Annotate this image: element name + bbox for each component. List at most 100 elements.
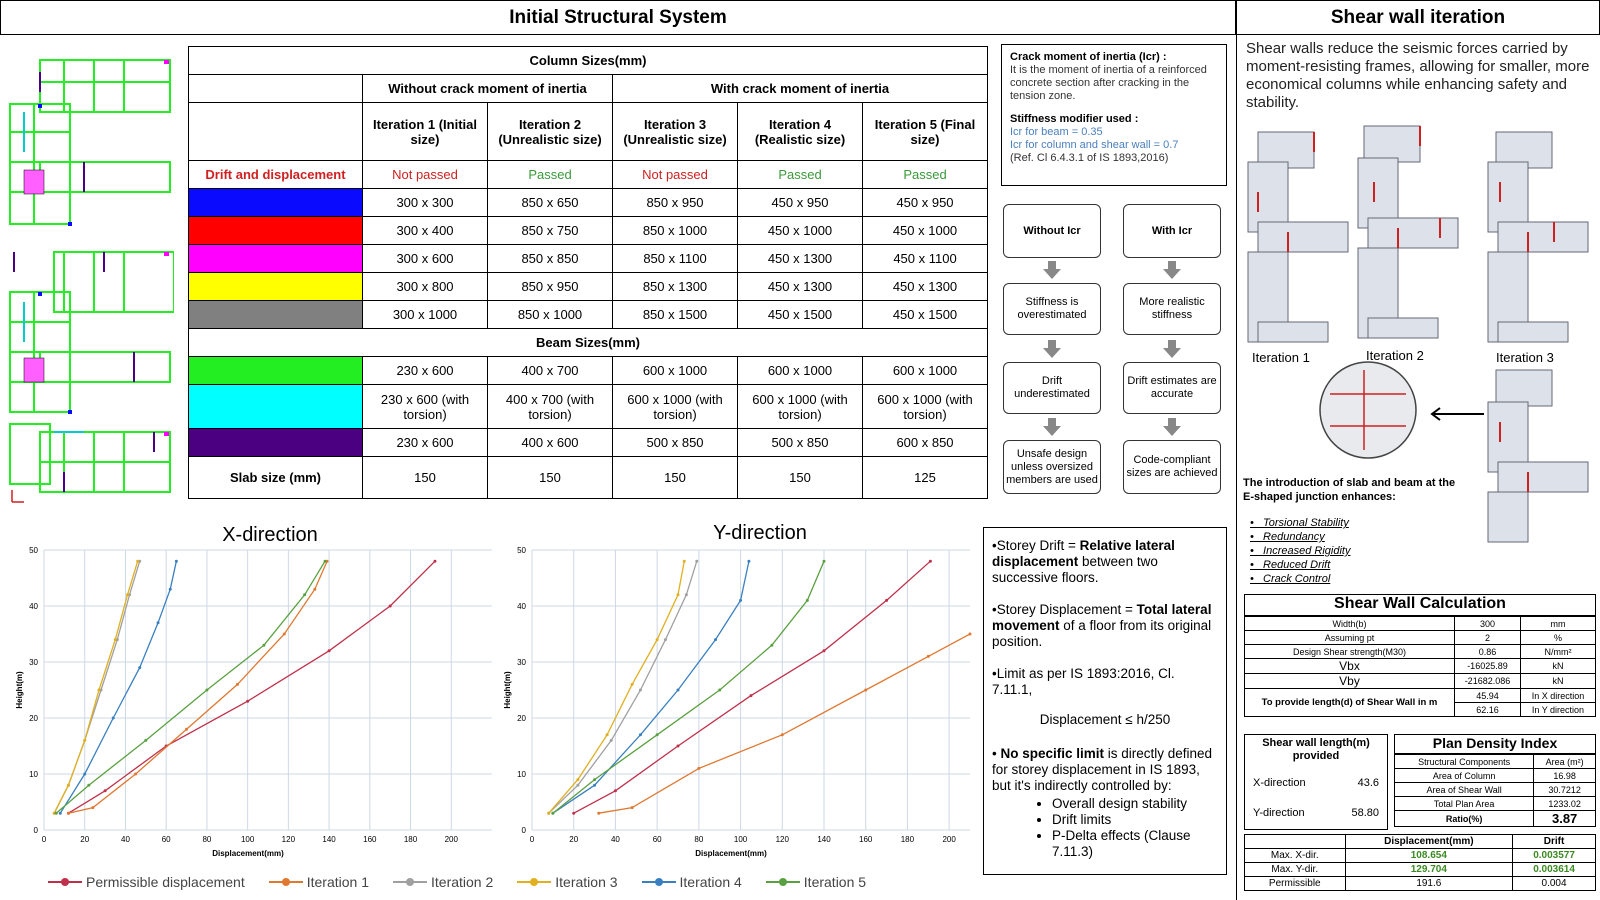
beam-size: 400 x 600 <box>487 428 613 457</box>
column-size: 850 x 750 <box>487 216 613 245</box>
data-point <box>885 598 889 602</box>
column-size: 450 x 1100 <box>862 244 988 273</box>
data-point <box>66 811 70 815</box>
data-point <box>54 811 58 815</box>
density-row: Total Plan Area 1233.02 <box>1393 796 1596 811</box>
density-cell: 16.98 <box>1533 768 1596 783</box>
slab-value: 150 <box>487 456 613 499</box>
modifier-beam: Icr for beam = 0.35 <box>1010 126 1103 138</box>
data-point <box>593 778 597 782</box>
x-tick-label: 100 <box>734 835 748 844</box>
y-tick-label: 10 <box>29 770 38 779</box>
calc-cell: 2 <box>1454 630 1521 645</box>
legend-label: Iteration 1 <box>306 874 369 890</box>
legend-marker <box>393 878 427 886</box>
flow-with-icr: With Icr <box>1123 204 1221 258</box>
series-line <box>548 561 698 814</box>
disp-cell: 0.003614 <box>1512 862 1596 877</box>
group-with: With crack moment of inertia <box>612 74 988 103</box>
legend-marker <box>765 878 800 886</box>
legend-item: Iteration 3 <box>517 874 618 890</box>
column-size: 300 x 1000 <box>362 300 488 329</box>
color-swatch <box>188 356 363 385</box>
provided-panel: Shear wall length(m) provided X-directio… <box>1244 734 1388 830</box>
note-formula: Displacement ≤ h/250 <box>1039 712 1171 727</box>
y-tick-label: 30 <box>517 658 526 667</box>
density-cell: Total Plan Area <box>1393 796 1535 811</box>
beam-size: 600 x 850 <box>862 428 988 457</box>
y-tick-label: 50 <box>517 546 526 555</box>
modifier-title: Stiffness modifier used : <box>1010 113 1139 125</box>
data-point <box>697 766 701 770</box>
data-point <box>103 789 107 793</box>
beam-size: 600 x 1000 <box>612 356 738 385</box>
disp-cell: Max. Y-dir. <box>1244 862 1346 877</box>
ratio-value: 3.87 <box>1533 810 1596 827</box>
data-point <box>113 638 117 642</box>
series-line <box>68 560 328 814</box>
column-size: 450 x 1000 <box>737 216 863 245</box>
data-point <box>185 727 189 731</box>
beam-size: 230 x 600 <box>362 356 488 385</box>
slab-value: 150 <box>737 456 863 499</box>
beam-table-title: Beam Sizes(mm) <box>188 328 988 357</box>
divider <box>1236 35 1237 900</box>
crack-title: Crack moment of inertia (Icr) : <box>1010 51 1167 63</box>
legend-marker <box>517 878 552 886</box>
color-swatch <box>188 188 363 217</box>
legend-item: Permissible displacement <box>48 874 245 890</box>
x-tick-label: 40 <box>121 835 130 844</box>
x-tick-label: 160 <box>363 835 377 844</box>
column-row: 300 x 800 850 x 950 850 x 1300 450 x 1300 45… <box>188 272 988 301</box>
chart-x-direction: 0 20 40 60 80 100 120 140 160 180 200 0 10 20 30 40 50 Di… <box>15 546 492 858</box>
x-tick-label: 180 <box>901 835 915 844</box>
data-point <box>780 733 784 737</box>
calc-cell: -21682.086 <box>1454 673 1521 689</box>
data-point <box>235 682 239 686</box>
x-tick-label: 120 <box>776 835 790 844</box>
column-size: 300 x 600 <box>362 244 488 273</box>
column-size: 450 x 1300 <box>737 272 863 301</box>
calc-table: Width(b) 300 mm Assuming pt 2% Design Shear s… <box>1244 616 1597 717</box>
column-size: 850 x 1000 <box>487 300 613 329</box>
calc-row: Vby -21682.086 kN <box>1244 673 1597 689</box>
calc-cell: In Y direction <box>1519 702 1597 717</box>
calc-row: 62.16 In Y direction <box>1245 702 1597 717</box>
data-point <box>576 783 580 787</box>
data-point <box>576 778 580 782</box>
data-point <box>609 738 613 742</box>
calc-cell: In X direction <box>1519 688 1597 703</box>
column-size: 450 x 1300 <box>737 244 863 273</box>
column-row: 300 x 600 850 x 850 850 x 1100 450 x 1300 45… <box>188 244 988 273</box>
data-point <box>246 699 250 703</box>
x-tick-label: 80 <box>694 835 703 844</box>
x-tick-label: 180 <box>404 835 418 844</box>
disp-cell: 0.003577 <box>1512 848 1596 863</box>
data-point <box>864 688 868 692</box>
density-row: Area of Column 16.98 <box>1393 768 1596 783</box>
provided-row: X-direction 43.6 <box>1253 777 1379 789</box>
legend-marker <box>48 878 82 886</box>
density-row: Area of Shear Wall 30.7212 <box>1393 782 1596 797</box>
legend-item: Iteration 2 <box>393 874 493 890</box>
data-point <box>684 593 688 597</box>
data-point <box>433 559 437 563</box>
data-point <box>638 733 642 737</box>
shear-wall-plans <box>1247 125 1589 543</box>
calc-cell: mm <box>1519 616 1597 631</box>
x-tick-label: 20 <box>80 835 89 844</box>
chart-legend: Permissible displacement Iteration 1 Itera… <box>48 874 866 890</box>
data-point <box>676 688 680 692</box>
x-tick-label: 20 <box>569 835 578 844</box>
beam-size: 600 x 1000 <box>737 356 863 385</box>
displacement-panel: Displacement(mm) Drift Max. X-dir. 108.654 0… <box>1244 834 1596 891</box>
color-swatch <box>188 272 363 301</box>
column-size: 850 x 1300 <box>612 272 738 301</box>
density-table: Structural Components Area (m²) Area of Co… <box>1393 754 1596 827</box>
iteration-header: Iteration 2 (Unrealistic size) <box>487 102 613 161</box>
data-point <box>655 638 659 642</box>
data-point <box>676 593 680 597</box>
calc-cell: Assuming pt <box>1244 630 1455 645</box>
chart-y-title: Y-direction <box>713 522 807 544</box>
